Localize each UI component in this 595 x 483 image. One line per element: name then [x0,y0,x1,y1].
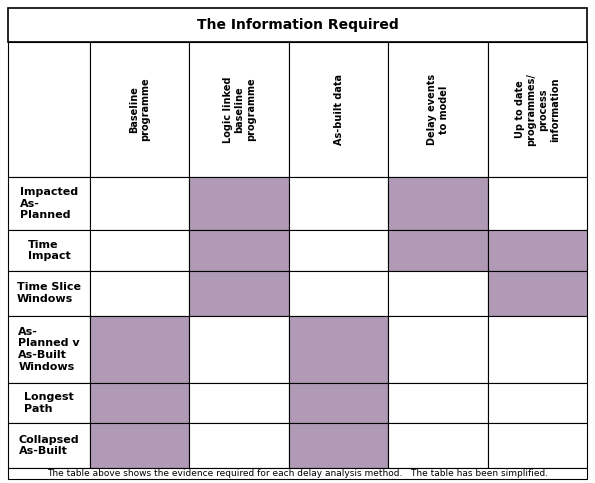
Bar [289,230,388,271]
Bar [289,423,388,468]
Bar [90,315,189,383]
Text: Logic linked
baseline
programme: Logic linked baseline programme [223,76,256,143]
Bar [189,315,289,383]
Bar [388,177,487,230]
Bar [90,42,189,177]
Bar [189,423,289,468]
Bar [90,271,189,315]
Bar [8,423,90,468]
Text: Time
Impact: Time Impact [27,240,70,261]
Bar [388,423,487,468]
Text: The Information Required: The Information Required [196,18,399,32]
Bar [8,383,90,423]
Bar [8,177,90,230]
Bar [388,42,487,177]
Bar [189,383,289,423]
Bar [487,383,587,423]
Bar [487,271,587,315]
Bar [487,177,587,230]
Bar [388,315,487,383]
Bar [289,271,388,315]
Bar [8,271,90,315]
Bar [8,8,587,42]
Bar [8,468,587,479]
Bar [8,230,90,271]
Text: The table above shows the evidence required for each delay analysis method.   Th: The table above shows the evidence requi… [47,469,548,478]
Bar [289,177,388,230]
Bar [289,383,388,423]
Bar [90,177,189,230]
Text: As-built data: As-built data [334,74,343,145]
Text: Collapsed
As-Built: Collapsed As-Built [18,435,79,456]
Text: Up to date
programmes/
process
information: Up to date programmes/ process informati… [515,73,560,146]
Text: Time Slice
Windows: Time Slice Windows [17,283,81,304]
Bar [289,315,388,383]
Text: Delay events
to model: Delay events to model [427,74,449,145]
Bar [388,230,487,271]
Bar [487,315,587,383]
Bar [8,42,90,177]
Text: Longest
Path: Longest Path [24,392,74,414]
Bar [189,230,289,271]
Bar [289,42,388,177]
Bar [8,315,90,383]
Bar [189,42,289,177]
Bar [487,42,587,177]
Bar [90,423,189,468]
Bar [189,271,289,315]
Bar [487,230,587,271]
Text: Baseline
programme: Baseline programme [129,78,151,142]
Text: Impacted
As-
Planned: Impacted As- Planned [20,187,78,220]
Bar [388,383,487,423]
Bar [90,230,189,271]
Bar [90,383,189,423]
Bar [189,177,289,230]
Bar [388,271,487,315]
Bar [487,423,587,468]
Text: As-
Planned v
As-Built
Windows: As- Planned v As-Built Windows [18,327,80,371]
